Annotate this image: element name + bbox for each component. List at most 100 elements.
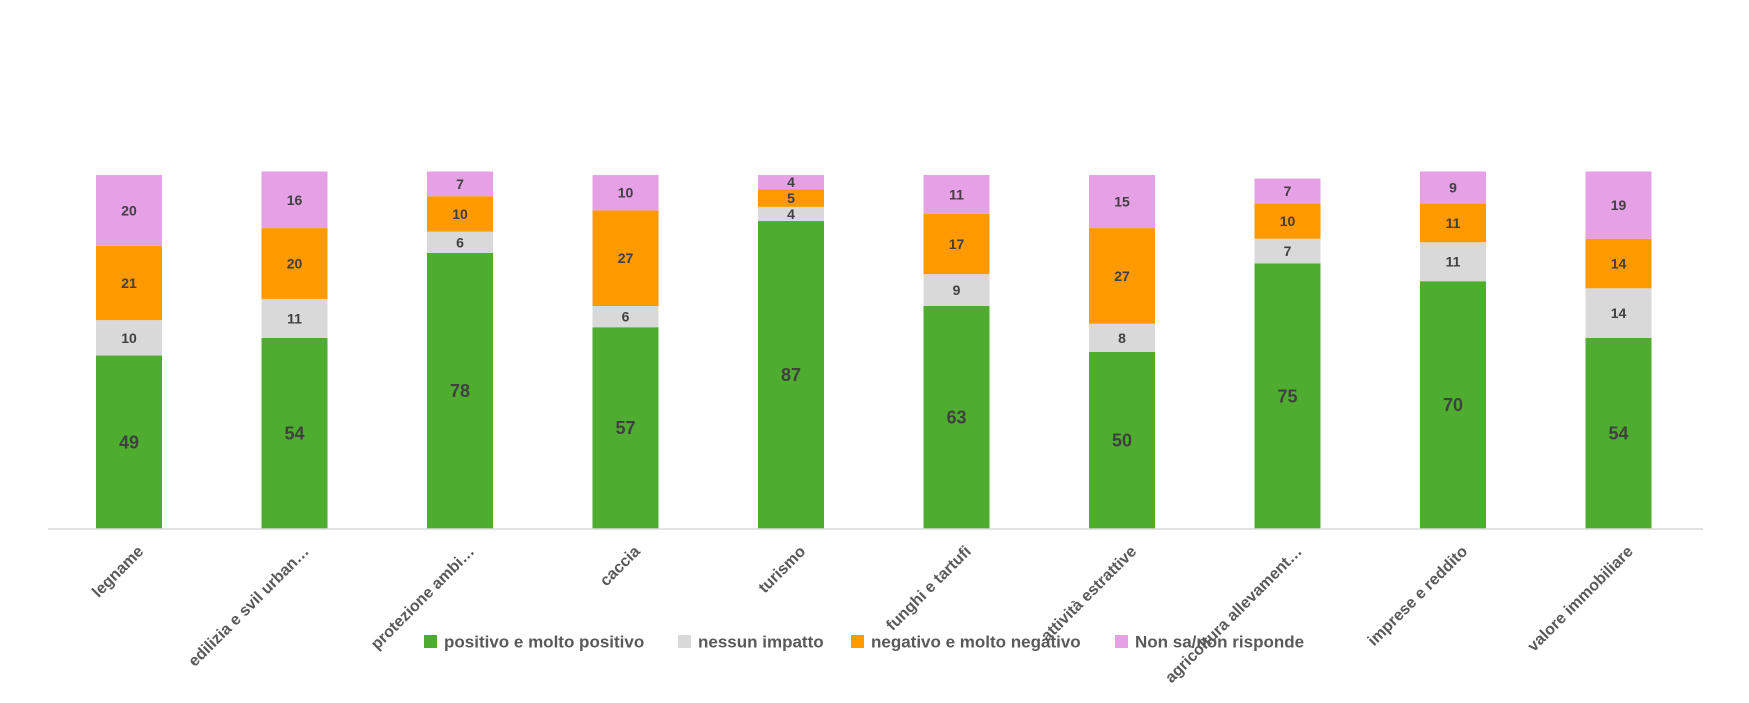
legend-label-non-sa-non-risponde: Non sa/non risponde: [1135, 633, 1304, 652]
data-label-positivo-e-molto-positivo-5: 87: [781, 365, 801, 385]
data-label-nessun-impatto-2: 11: [287, 310, 302, 326]
data-label-positivo-e-molto-positivo-1: 49: [119, 432, 139, 452]
category-labels: legname edilizia e svil urban… protezione …: [89, 543, 1636, 687]
data-label-nessun-impatto-5: 4: [787, 206, 795, 222]
category-label-1: legname: [89, 543, 147, 601]
data-label-non-sa-non-risponde-1: 20: [121, 202, 137, 218]
data-label-non-sa-non-risponde-10: 19: [1611, 197, 1627, 213]
bar-segment-positivo-e-molto-positivo-9: [1420, 281, 1486, 529]
bar-segment-negativo-e-molto-negativo-8: [1254, 203, 1321, 239]
category-label-10: valore immobiliare: [1525, 543, 1637, 655]
bar-segment-non-sa-non-risponde-7: [1089, 175, 1155, 229]
bar-segment-positivo-e-molto-positivo-3: [427, 252, 493, 529]
data-label-non-sa-non-risponde-9: 9: [1449, 179, 1457, 195]
data-label-negativo-e-molto-negativo-3: 10: [452, 206, 468, 222]
bar-segment-non-sa-non-risponde-3: [427, 171, 493, 197]
bar-segment-positivo-e-molto-positivo-8: [1254, 263, 1321, 529]
category-label-8: agricoltura allevament…: [1162, 543, 1305, 686]
category-label-7: attività estrattive: [1038, 543, 1140, 645]
category-label-2: edilizia e svil urban…: [186, 543, 313, 670]
bars-layer: 4910212054112016786107576271087454639171…: [96, 171, 1652, 529]
data-label-negativo-e-molto-negativo-7: 27: [1114, 268, 1130, 284]
bar-segment-negativo-e-molto-negativo-3: [427, 196, 493, 232]
data-label-positivo-e-molto-positivo-7: 50: [1112, 431, 1132, 451]
category-label-4: caccia: [597, 543, 644, 590]
legend: positivo e molto positivo nessun impatto n…: [424, 633, 1304, 652]
bar-segment-non-sa-non-risponde-5: [758, 175, 824, 190]
bar-segment-negativo-e-molto-negativo-10: [1585, 238, 1652, 289]
legend-label-negativo-e-molto-negativo: negativo e molto negativo: [871, 633, 1081, 652]
data-label-negativo-e-molto-negativo-9: 11: [1446, 215, 1461, 231]
legend-swatch-negativo-e-molto-negativo: [851, 635, 864, 648]
bar-segment-negativo-e-molto-negativo-9: [1420, 203, 1486, 243]
bar-segment-non-sa-non-risponde-10: [1585, 171, 1652, 239]
bar-segment-positivo-e-molto-positivo-7: [1089, 352, 1155, 529]
bar-segment-negativo-e-molto-negativo-5: [758, 189, 824, 207]
bar-segment-positivo-e-molto-positivo-6: [923, 305, 990, 529]
bar-segment-negativo-e-molto-negativo-1: [96, 245, 162, 321]
bar-segment-non-sa-non-risponde-2: [261, 171, 328, 229]
data-label-negativo-e-molto-negativo-5: 5: [787, 190, 795, 206]
data-label-positivo-e-molto-positivo-8: 75: [1277, 386, 1297, 406]
data-label-negativo-e-molto-negativo-10: 14: [1611, 256, 1627, 272]
data-label-negativo-e-molto-negativo-6: 17: [949, 236, 965, 252]
data-label-negativo-e-molto-negativo-4: 27: [618, 250, 634, 266]
data-label-non-sa-non-risponde-5: 4: [787, 174, 795, 190]
data-label-non-sa-non-risponde-3: 7: [456, 176, 464, 192]
bar-segment-nessun-impatto-7: [1089, 323, 1155, 352]
bar-segment-negativo-e-molto-negativo-4: [592, 210, 659, 306]
category-label-6: funghi e tartufi: [883, 543, 974, 634]
bar-segment-nessun-impatto-2: [261, 298, 328, 338]
data-label-nessun-impatto-8: 7: [1284, 243, 1292, 259]
data-label-non-sa-non-risponde-8: 7: [1284, 183, 1292, 199]
data-label-positivo-e-molto-positivo-9: 70: [1443, 395, 1463, 415]
bar-segment-nessun-impatto-4: [592, 305, 659, 328]
bar-segment-nessun-impatto-10: [1585, 288, 1652, 338]
bar-segment-non-sa-non-risponde-1: [96, 175, 162, 246]
bar-segment-non-sa-non-risponde-8: [1254, 178, 1321, 204]
data-label-non-sa-non-risponde-7: 15: [1114, 194, 1130, 210]
data-label-positivo-e-molto-positivo-3: 78: [450, 381, 470, 401]
category-label-5: turismo: [756, 543, 810, 597]
data-label-nessun-impatto-9: 11: [1446, 254, 1461, 270]
legend-swatch-positivo-e-molto-positivo: [424, 635, 437, 648]
legend-label-nessun-impatto: nessun impatto: [698, 633, 824, 652]
data-label-negativo-e-molto-negativo-1: 21: [121, 275, 137, 291]
data-label-positivo-e-molto-positivo-2: 54: [284, 423, 304, 443]
data-label-positivo-e-molto-positivo-4: 57: [615, 418, 635, 438]
bar-segment-positivo-e-molto-positivo-4: [592, 327, 659, 529]
data-label-nessun-impatto-7: 8: [1118, 330, 1126, 346]
data-label-nessun-impatto-4: 6: [622, 309, 630, 325]
bar-segment-positivo-e-molto-positivo-1: [96, 355, 162, 529]
legend-swatch-nessun-impatto: [678, 635, 691, 648]
data-label-positivo-e-molto-positivo-6: 63: [946, 407, 966, 427]
bar-segment-positivo-e-molto-positivo-5: [758, 221, 824, 529]
data-label-nessun-impatto-3: 6: [456, 234, 464, 250]
data-label-non-sa-non-risponde-4: 10: [618, 185, 634, 201]
bar-segment-negativo-e-molto-negativo-7: [1089, 228, 1155, 324]
bar-segment-nessun-impatto-5: [758, 206, 824, 222]
data-label-non-sa-non-risponde-6: 11: [949, 186, 964, 202]
bar-segment-positivo-e-molto-positivo-2: [261, 337, 328, 529]
bar-segment-nessun-impatto-3: [427, 231, 493, 253]
bar-segment-nessun-impatto-6: [923, 274, 990, 306]
data-label-nessun-impatto-1: 10: [121, 330, 137, 346]
data-label-positivo-e-molto-positivo-10: 54: [1608, 423, 1628, 443]
data-label-negativo-e-molto-negativo-2: 20: [287, 256, 303, 272]
bar-segment-negativo-e-molto-negativo-2: [261, 228, 328, 299]
data-label-nessun-impatto-10: 14: [1611, 305, 1627, 321]
bar-segment-non-sa-non-risponde-6: [923, 175, 990, 214]
bar-segment-negativo-e-molto-negativo-6: [923, 213, 990, 275]
bar-segment-nessun-impatto-1: [96, 320, 162, 356]
bar-segment-non-sa-non-risponde-9: [1420, 171, 1486, 204]
bar-segment-nessun-impatto-8: [1254, 238, 1321, 264]
data-label-negativo-e-molto-negativo-8: 10: [1280, 213, 1296, 229]
data-label-nessun-impatto-6: 9: [953, 282, 961, 298]
legend-swatch-non-sa-non-risponde: [1115, 635, 1128, 648]
bar-segment-positivo-e-molto-positivo-10: [1585, 337, 1652, 529]
bar-segment-non-sa-non-risponde-4: [592, 175, 659, 211]
data-label-non-sa-non-risponde-2: 16: [287, 192, 303, 208]
category-label-9: imprese e reddito: [1365, 543, 1471, 649]
bar-segment-nessun-impatto-9: [1420, 242, 1486, 282]
